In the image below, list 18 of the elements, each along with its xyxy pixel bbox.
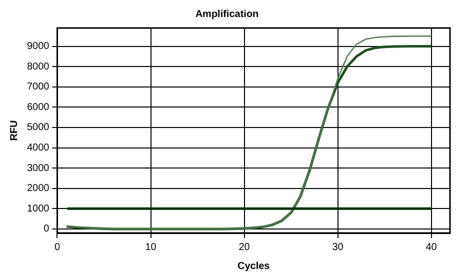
chart-title: Amplification: [195, 8, 259, 20]
x-tick-label: 0: [54, 242, 60, 253]
y-axis-title: RFU: [8, 120, 20, 141]
y-tick-label: 5000: [26, 122, 50, 134]
y-tick-label: 8000: [26, 61, 50, 72]
y-tick-label: 6000: [26, 102, 50, 113]
y-tick-label: 9000: [26, 41, 50, 52]
x-tick-label: 10: [145, 242, 157, 253]
x-tick-label: 40: [426, 242, 438, 253]
y-tick-label: 4000: [26, 142, 50, 154]
y-tick-label: 0: [44, 224, 50, 235]
y-tick-label: 1000: [26, 203, 50, 214]
x-tick-label: 20: [238, 242, 250, 253]
y-tick-label: 3000: [26, 162, 50, 174]
x-axis-title: Cycles: [238, 260, 270, 272]
y-tick-label: 7000: [26, 82, 50, 93]
y-tick-label: 2000: [26, 183, 50, 194]
x-tick-label: 30: [332, 242, 344, 253]
